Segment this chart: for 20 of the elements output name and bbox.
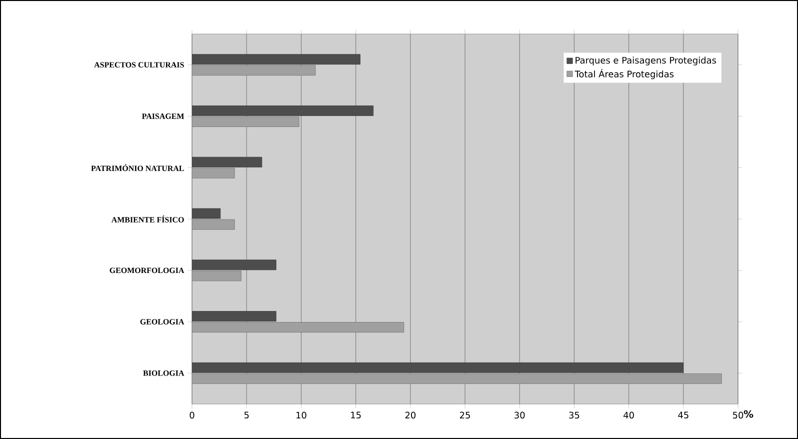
x-tick-label: 10	[296, 412, 306, 419]
x-tick-label: 25	[460, 412, 470, 419]
legend-label: Parques e Paisagens Protegidas	[576, 56, 716, 66]
bar	[192, 65, 316, 76]
bar	[192, 168, 235, 178]
x-tick-label: 50	[732, 412, 744, 419]
x-axis-title: %	[744, 410, 754, 418]
x-tick-label: 30	[514, 412, 525, 419]
x-tick-label: 0	[190, 412, 194, 419]
x-tick-label: 45	[678, 412, 688, 418]
x-tick-label: 15	[351, 412, 361, 418]
bar	[192, 322, 404, 332]
bar	[192, 270, 242, 282]
bar	[192, 373, 722, 384]
x-tick-label: 40	[624, 412, 634, 419]
x-tick-label: 20	[405, 412, 416, 419]
x-tick-label: 35	[569, 412, 580, 419]
x-tick-label: 5	[244, 412, 249, 418]
legend-label: Total Áreas Protegidas	[574, 68, 674, 80]
bar	[192, 116, 300, 127]
